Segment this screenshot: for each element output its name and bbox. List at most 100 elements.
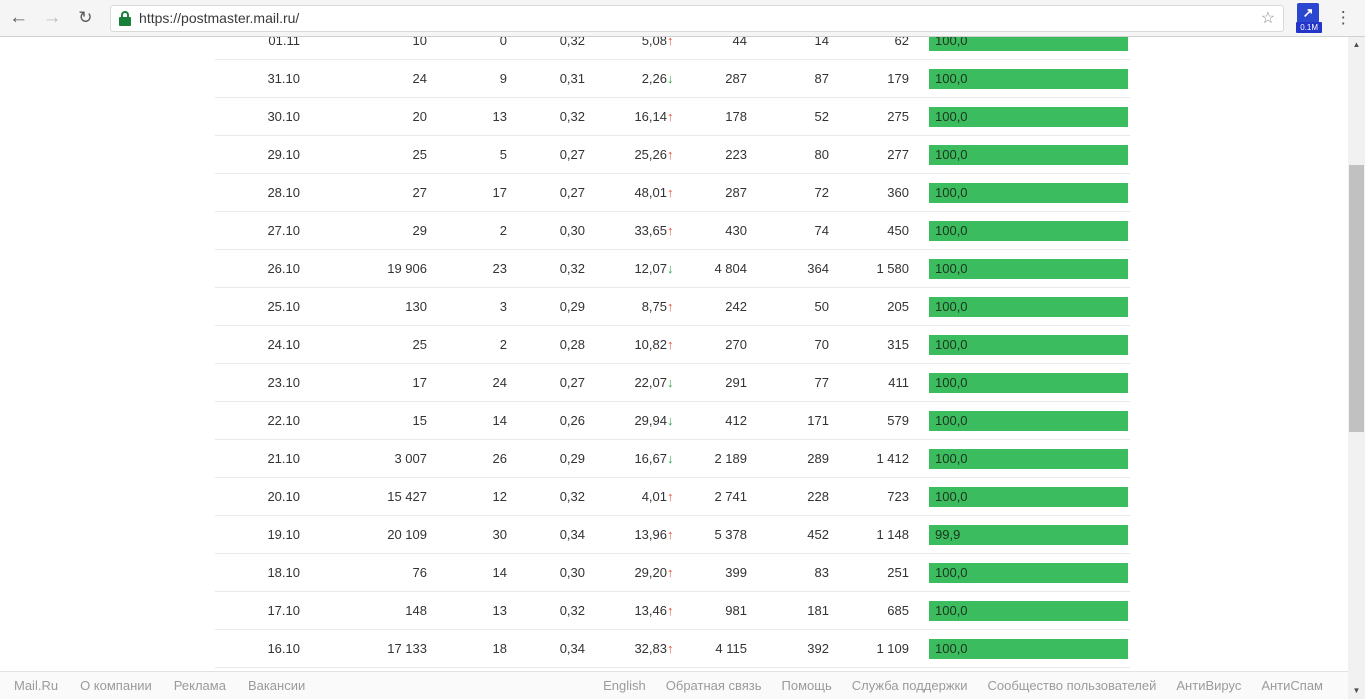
value-cell: 0,32	[559, 603, 585, 618]
progress-bar: 100,0	[929, 182, 1128, 203]
reload-icon[interactable]: ↻	[78, 8, 93, 27]
value-cell: 270	[725, 337, 747, 352]
value-cell: 2 741	[714, 489, 747, 504]
value-cell: 1 580	[876, 261, 909, 276]
progress-bar: 100,0	[929, 258, 1128, 279]
browser-menu-icon[interactable]: ⋮	[1334, 8, 1352, 27]
address-bar[interactable]: https://postmaster.mail.ru/ ☆	[110, 4, 1285, 32]
value-cell: 179	[887, 71, 909, 86]
footer-link[interactable]: Сообщество пользователей	[987, 678, 1157, 693]
scrollbar-thumb[interactable]	[1349, 165, 1364, 432]
progress-bar: 100,0	[929, 296, 1128, 317]
value-cell: 289	[807, 451, 829, 466]
footer-link[interactable]: English	[603, 678, 646, 693]
scrollbar-up-icon[interactable]: ▲	[1352, 40, 1361, 49]
url-text[interactable]: https://postmaster.mail.ru/	[139, 10, 300, 26]
footer-link[interactable]: Служба поддержки	[851, 678, 968, 693]
value-cell: 17 133	[387, 641, 427, 656]
value-cell: 148	[405, 603, 427, 618]
percent-cell: 2,26↓	[585, 71, 680, 86]
secure-lock-icon	[119, 10, 132, 26]
progress-bar-track: 100,0	[929, 220, 1128, 241]
percent-cell: 10,82↑	[585, 337, 680, 352]
percent-cell: 13,96↑	[585, 527, 680, 542]
date-cell: 29.10	[267, 147, 300, 162]
value-cell: 275	[887, 109, 909, 124]
extension-button[interactable]: ↗ 0.1M	[1296, 3, 1323, 33]
table-row: 24.10 25 2 0,28 10,82↑ 270 70 315 100,0	[215, 326, 1130, 364]
percent-cell: 29,94↓	[585, 413, 680, 428]
footer-link[interactable]: О компании	[80, 678, 152, 693]
date-cell: 22.10	[267, 413, 300, 428]
table-row: 19.10 20 109 30 0,34 13,96↑ 5 378 452 1 148 99,9	[215, 516, 1130, 554]
footer-link[interactable]: Помощь	[781, 678, 832, 693]
percent-cell: 5,08↑	[585, 37, 680, 48]
value-cell: 171	[807, 413, 829, 428]
value-cell: 13	[492, 603, 507, 618]
footer-link[interactable]: Обратная связь	[665, 678, 762, 693]
table-row: 21.10 3 007 26 0,29 16,67↓ 2 189 289 1 412 100,0	[215, 440, 1130, 478]
footer-link[interactable]: АнтиСпам	[1261, 678, 1323, 693]
value-cell: 62	[894, 37, 909, 48]
value-cell: 25	[412, 147, 427, 162]
extension-icon[interactable]: ↗	[1297, 3, 1320, 23]
trend-up-icon: ↑	[667, 489, 674, 504]
trend-up-icon: ↑	[667, 223, 674, 238]
value-cell: 223	[725, 147, 747, 162]
date-cell: 31.10	[267, 71, 300, 86]
value-cell: 412	[725, 413, 747, 428]
table-row: 17.10 148 13 0,32 13,46↑ 981 181 685 100,0	[215, 592, 1130, 630]
value-cell: 14	[492, 565, 507, 580]
value-cell: 0,32	[559, 489, 585, 504]
progress-bar-track: 100,0	[929, 410, 1128, 431]
progress-bar: 100,0	[929, 106, 1128, 127]
percent-cell: 48,01↑	[585, 185, 680, 200]
trend-up-icon: ↑	[667, 109, 674, 124]
value-cell: 4 115	[715, 641, 747, 656]
value-cell: 685	[887, 603, 909, 618]
value-cell: 181	[807, 603, 829, 618]
value-cell: 18	[492, 641, 507, 656]
footer-link[interactable]: Вакансии	[247, 678, 306, 693]
trend-down-icon: ↓	[667, 375, 674, 390]
value-cell: 20	[412, 109, 427, 124]
footer-link[interactable]: Mail.Ru	[14, 678, 59, 693]
value-cell: 10	[412, 37, 427, 48]
value-cell: 2 189	[714, 451, 747, 466]
progress-bar: 100,0	[929, 448, 1128, 469]
value-cell: 23	[492, 261, 507, 276]
scrollbar-down-icon[interactable]: ▼	[1352, 686, 1361, 695]
value-cell: 315	[887, 337, 909, 352]
date-cell: 01.11	[268, 37, 300, 48]
value-cell: 13	[492, 109, 507, 124]
progress-bar-track: 100,0	[929, 37, 1128, 51]
scrollbar[interactable]: ▲ ▼	[1348, 37, 1365, 699]
table-row: 27.10 29 2 0,30 33,65↑ 430 74 450 100,0	[215, 212, 1130, 250]
progress-bar: 100,0	[929, 638, 1128, 659]
date-cell: 28.10	[267, 185, 300, 200]
bookmark-star-icon[interactable]: ☆	[1260, 10, 1276, 27]
percent-cell: 12,07↓	[585, 261, 680, 276]
value-cell: 364	[807, 261, 829, 276]
trend-up-icon: ↑	[667, 565, 674, 580]
back-icon[interactable]: ←	[9, 7, 29, 28]
date-cell: 19.10	[267, 527, 300, 542]
value-cell: 0,27	[559, 185, 585, 200]
progress-bar: 100,0	[929, 144, 1128, 165]
value-cell: 277	[887, 147, 909, 162]
footer-link[interactable]: АнтиВирус	[1176, 678, 1242, 693]
trend-up-icon: ↑	[667, 527, 674, 542]
progress-bar: 100,0	[929, 600, 1128, 621]
value-cell: 399	[725, 565, 747, 580]
value-cell: 50	[814, 299, 829, 314]
value-cell: 80	[814, 147, 829, 162]
percent-cell: 29,20↑	[585, 565, 680, 580]
value-cell: 30	[492, 527, 507, 542]
progress-bar-track: 100,0	[929, 638, 1128, 659]
value-cell: 205	[887, 299, 909, 314]
date-cell: 20.10	[267, 489, 300, 504]
percent-cell: 16,67↓	[585, 451, 680, 466]
percent-cell: 16,14↑	[585, 109, 680, 124]
progress-bar-track: 100,0	[929, 182, 1128, 203]
footer-link[interactable]: Реклама	[173, 678, 226, 693]
